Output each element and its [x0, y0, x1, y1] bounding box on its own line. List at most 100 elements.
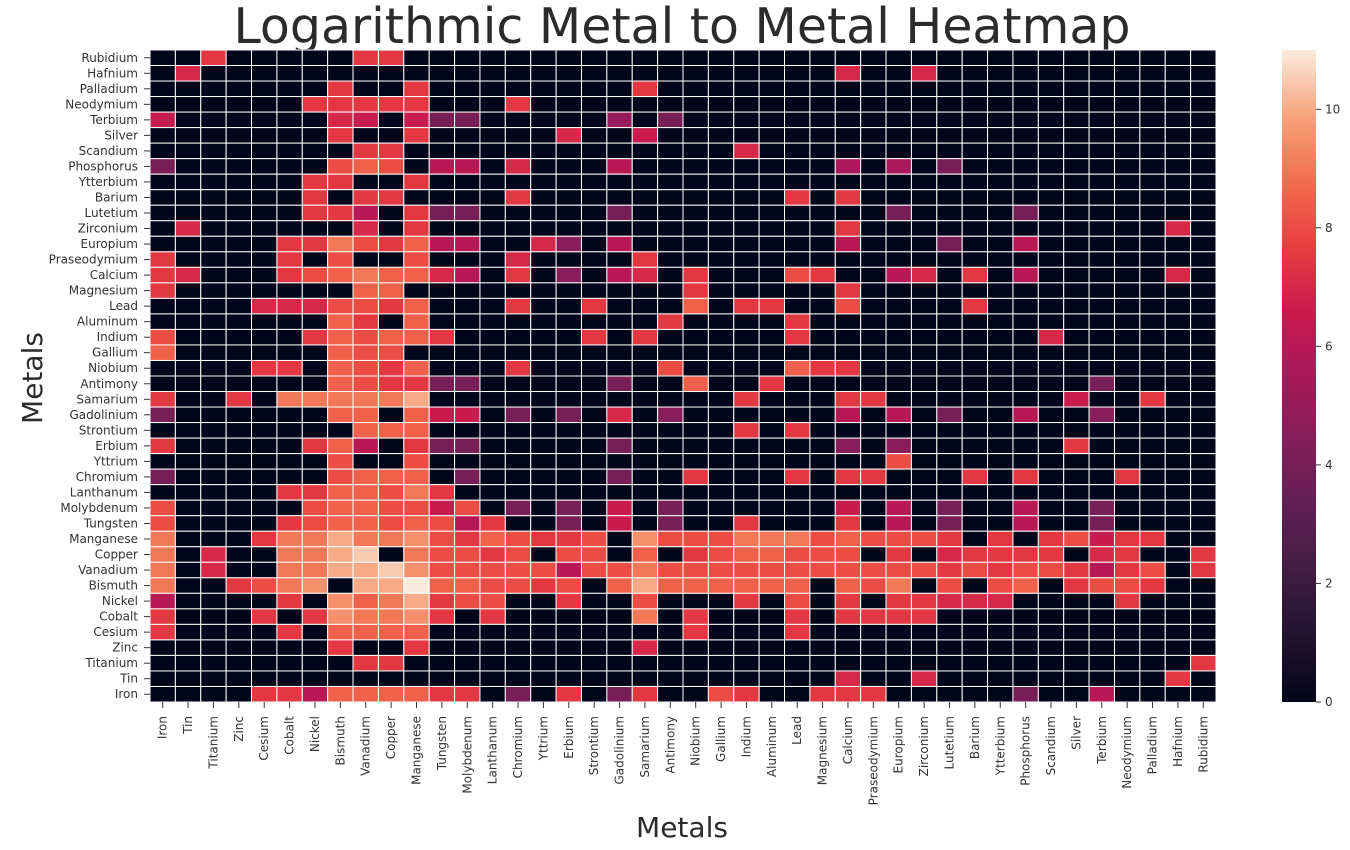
heatmap-cell	[1139, 251, 1166, 268]
y-tick-label: Gadolinium	[69, 408, 138, 422]
heatmap-cell	[1164, 592, 1192, 610]
heatmap-cell	[530, 484, 557, 501]
heatmap-cell	[479, 344, 506, 361]
heatmap-cell	[910, 561, 938, 579]
heatmap-cell	[225, 592, 253, 610]
heatmap-cell	[910, 406, 938, 424]
heatmap-cell	[174, 297, 202, 315]
heatmap-cell	[1063, 127, 1090, 144]
heatmap-cell	[784, 561, 811, 579]
heatmap-cell	[707, 266, 735, 284]
heatmap-cell	[580, 561, 608, 579]
heatmap-cell	[910, 499, 938, 517]
heatmap-cell	[403, 251, 430, 268]
heatmap-cell	[200, 608, 227, 625]
heatmap-cell	[1164, 65, 1192, 82]
heatmap-cell	[301, 561, 329, 579]
heatmap-cell	[1012, 173, 1039, 191]
heatmap-cell	[200, 204, 227, 222]
heatmap-cell	[1164, 251, 1192, 268]
y-tick-label: Zirconium	[78, 222, 138, 236]
heatmap-cell	[1113, 204, 1141, 222]
heatmap-cell	[758, 561, 786, 579]
heatmap-cell	[936, 297, 963, 315]
heatmap-cell	[1088, 96, 1115, 113]
heatmap-cell	[149, 530, 176, 548]
heatmap-cell	[910, 530, 938, 548]
heatmap-cell	[301, 577, 329, 594]
heatmap-cell	[707, 453, 735, 470]
heatmap-cell	[707, 65, 735, 82]
heatmap-cell	[631, 142, 659, 160]
heatmap-cell	[428, 546, 456, 563]
heatmap-cell	[377, 359, 405, 377]
heatmap-cell	[860, 328, 887, 346]
heatmap-cell	[1012, 204, 1039, 222]
heatmap-cell	[555, 111, 582, 129]
heatmap-cell	[377, 484, 405, 501]
heatmap-cell	[657, 235, 684, 253]
y-tick-label: Iron	[115, 687, 138, 701]
heatmap-cell	[682, 375, 709, 393]
heatmap-cell	[987, 530, 1014, 548]
heatmap-cell	[174, 561, 202, 579]
y-tick-label: Calcium	[90, 268, 138, 282]
heatmap-cell	[555, 65, 582, 82]
heatmap-cell	[936, 328, 963, 346]
heatmap-cell	[1113, 266, 1141, 284]
heatmap-cell	[860, 127, 887, 144]
heatmap-cell	[276, 282, 303, 299]
heatmap-cell	[1164, 96, 1192, 113]
heatmap-cell	[327, 391, 354, 408]
heatmap-cell	[631, 639, 659, 656]
heatmap-cell	[1063, 608, 1090, 625]
heatmap-cell	[657, 282, 684, 299]
heatmap-cell	[301, 391, 329, 408]
heatmap-cell	[1164, 127, 1192, 144]
heatmap-cell	[809, 577, 836, 594]
heatmap-cell	[225, 158, 253, 175]
heatmap-cell	[682, 96, 709, 113]
heatmap-cell	[251, 592, 278, 610]
heatmap-cell	[631, 468, 659, 486]
heatmap-cell	[327, 623, 354, 641]
heatmap-cell	[885, 142, 912, 160]
y-tick-labels: RubidiumHafniumPalladiumNeodymiumTerbium…	[49, 51, 150, 701]
heatmap-cell	[784, 80, 811, 98]
heatmap-cell	[733, 220, 760, 237]
heatmap-cell	[225, 422, 253, 439]
heatmap-cell	[479, 499, 506, 517]
heatmap-cell	[301, 297, 329, 315]
heatmap-cell	[784, 65, 811, 82]
heatmap-cell	[657, 313, 684, 330]
heatmap-cell	[225, 80, 253, 98]
heatmap-cell	[1063, 204, 1090, 222]
heatmap-cell	[987, 328, 1014, 346]
heatmap-cell	[377, 639, 405, 656]
heatmap-cell	[504, 359, 532, 377]
heatmap-cell	[961, 453, 989, 470]
heatmap-cell	[1190, 359, 1217, 377]
heatmap-cell	[809, 685, 836, 703]
heatmap-cell	[961, 266, 989, 284]
heatmap-cell	[1063, 359, 1090, 377]
heatmap-cell	[707, 158, 735, 175]
heatmap-cell	[961, 577, 989, 594]
heatmap-cell	[352, 220, 379, 237]
heatmap-cell	[555, 328, 582, 346]
heatmap-cell	[834, 654, 862, 672]
heatmap-cell	[1037, 515, 1065, 532]
heatmap-cell	[555, 80, 582, 98]
heatmap-cell	[200, 111, 227, 129]
heatmap-cell	[327, 561, 354, 579]
heatmap-cell	[809, 189, 836, 206]
heatmap-cell	[479, 204, 506, 222]
y-tick-label: Strontium	[79, 423, 138, 437]
heatmap-cell	[885, 437, 912, 455]
heatmap-cell	[606, 375, 633, 393]
heatmap-cell	[428, 359, 456, 377]
heatmap-cell	[200, 391, 227, 408]
heatmap-cell	[276, 266, 303, 284]
heatmap-cell	[733, 49, 760, 67]
heatmap-cell	[1139, 220, 1166, 237]
